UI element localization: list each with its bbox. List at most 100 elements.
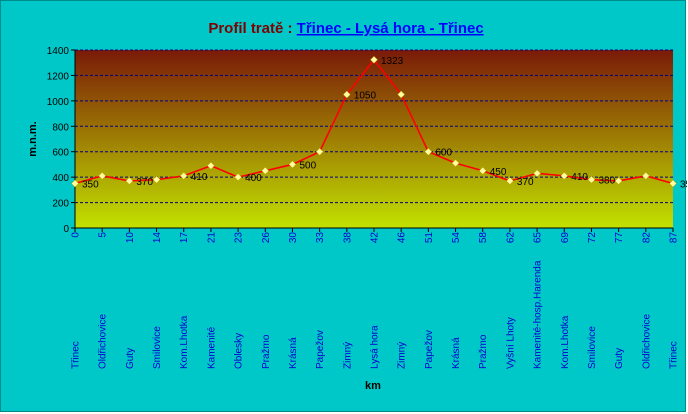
x-tick-label: 0 <box>71 232 82 238</box>
plot-area <box>75 50 673 228</box>
data-point-label: 400 <box>245 173 262 184</box>
place-label: Guty <box>125 348 136 369</box>
data-point-marker <box>261 166 270 175</box>
data-point-marker <box>98 172 107 180</box>
x-tick-label: 77 <box>614 232 625 244</box>
data-point-label: 370 <box>136 177 153 188</box>
x-tick-label: 54 <box>451 232 462 244</box>
x-tick-label: 30 <box>288 232 299 244</box>
x-tick-label: 58 <box>478 232 489 244</box>
x-tick-label: 17 <box>179 232 190 244</box>
y-tick-label: 800 <box>52 122 69 133</box>
data-point-label: 350 <box>82 180 99 191</box>
place-label: Papežov <box>315 330 326 369</box>
data-point-label: 1323 <box>381 56 404 67</box>
data-point-marker <box>207 161 215 170</box>
place-label: Pražmo <box>261 334 272 369</box>
x-tick-label: 82 <box>641 232 652 244</box>
data-point-label: 500 <box>299 160 316 171</box>
place-label: Třinec <box>71 341 82 369</box>
data-point-marker <box>641 172 650 180</box>
place-label: Zimný <box>397 342 408 369</box>
data-point-marker <box>397 90 406 99</box>
x-tick-label: 33 <box>315 232 326 244</box>
data-point-marker <box>587 175 596 184</box>
place-label: Smilovice <box>587 326 598 369</box>
place-label: Krásná <box>451 337 462 369</box>
data-point-label: 380 <box>598 176 615 187</box>
x-tick-label: 21 <box>206 232 217 244</box>
data-point-label: 350 <box>680 180 687 191</box>
place-label: Třinec <box>669 341 680 369</box>
place-label: Krásná <box>288 337 299 369</box>
place-label: Smilovice <box>152 326 163 369</box>
data-point-marker <box>370 55 378 64</box>
data-point-marker <box>424 147 433 156</box>
y-tick-label: 400 <box>52 173 69 184</box>
place-label: Zimný <box>342 342 353 369</box>
place-label: Kamenité-hosp.Harenda <box>533 260 544 369</box>
place-label: Papežov <box>424 330 435 369</box>
data-point-marker <box>560 172 569 180</box>
data-point-marker <box>614 177 623 185</box>
x-tick-label: 26 <box>261 232 272 244</box>
chart-title-prefix: Profil tratě : <box>208 20 296 37</box>
x-tick-label: 87 <box>669 232 680 244</box>
data-point-label: 410 <box>191 172 208 183</box>
grid-lines <box>71 49 673 229</box>
data-point-marker <box>234 173 242 181</box>
data-point-marker <box>71 179 79 188</box>
data-point-marker <box>533 169 541 178</box>
x-tick-label: 69 <box>560 232 571 244</box>
data-point-marker <box>125 177 134 185</box>
x-tick-label: 65 <box>533 232 544 244</box>
data-point-label: 450 <box>490 167 507 178</box>
place-label: Oblesky <box>234 333 245 369</box>
chart-title-route[interactable]: Třinec - Lysá hora - Třinec <box>297 20 484 37</box>
x-tick-label: 10 <box>125 232 136 244</box>
place-label: Kamenité <box>206 326 217 369</box>
place-label: Vyšní Lhoty <box>505 317 516 369</box>
data-point-marker <box>152 175 161 184</box>
data-point-markers <box>71 55 677 188</box>
x-axis-tick-labels: 0 5 10 14 17 21 23 26 30 33 38 42 46 51 54 58 62 65 69 72 77… <box>71 232 680 244</box>
y-tick-label: 1200 <box>47 71 70 82</box>
y-tick-label: 1400 <box>47 46 70 57</box>
place-label: Oldřichovice <box>641 314 652 369</box>
x-tick-label: 38 <box>342 232 353 244</box>
data-point-marker <box>288 160 297 169</box>
y-tick-label: 200 <box>52 199 69 210</box>
data-point-label: 410 <box>571 172 588 183</box>
y-axis-tick-labels: 0 200 400 600 800 1000 1200 1400 <box>47 46 70 235</box>
axes <box>74 50 674 232</box>
x-tick-label: 42 <box>370 232 381 244</box>
data-point-label: 600 <box>435 148 452 159</box>
data-point-label: 370 <box>517 177 534 188</box>
x-tick-label: 5 <box>98 232 109 238</box>
y-tick-label: 600 <box>52 148 69 159</box>
x-tick-label: 72 <box>587 232 598 244</box>
x-tick-label: 23 <box>234 232 245 244</box>
data-point-marker <box>179 172 188 180</box>
y-tick-label: 0 <box>63 224 69 235</box>
place-label: Guty <box>614 348 625 369</box>
data-point-marker <box>478 166 487 175</box>
data-point-marker <box>342 90 351 99</box>
x-tick-label: 62 <box>505 232 516 244</box>
x-tick-label: 14 <box>152 232 163 244</box>
x-axis-label: km <box>365 380 381 392</box>
place-label: Oldřichovice <box>98 314 109 369</box>
y-axis-label: m.n.m. <box>27 121 39 156</box>
y-tick-label: 1000 <box>47 97 70 108</box>
data-point-marker <box>669 179 677 188</box>
data-point-marker <box>315 147 324 156</box>
data-point-label: 1050 <box>354 91 377 102</box>
chart-title: Profil tratě : Třinec - Lysá hora - Třin… <box>208 20 483 37</box>
place-label: Pražmo <box>478 334 489 369</box>
place-label: Lysá hora <box>370 325 381 369</box>
data-point-labels: 350 370 410 400 500 1050 1323 600 450 370 410 380 35… <box>82 56 687 191</box>
data-point-marker <box>451 159 460 168</box>
place-labels: Třinec Oldřichovice Guty Smilovice Kom.Lhotk… <box>71 260 680 369</box>
